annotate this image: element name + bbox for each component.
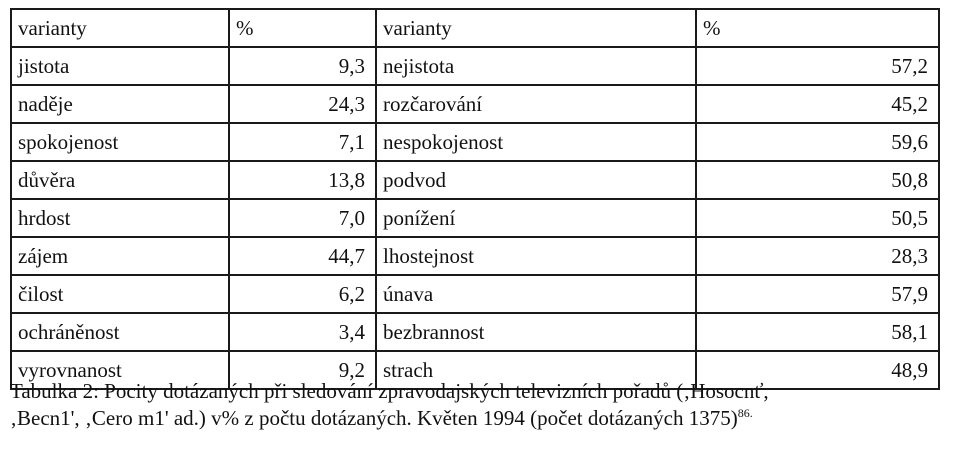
cell-right-name: podvod [375,160,697,200]
feelings-table: varianty % varianty % jistota 9,3 nejist… [10,8,940,390]
cell-right-value: 57,2 [695,46,940,86]
table-row: vyrovnanost 9,2 strach 48,9 [10,350,940,390]
table-caption: Tabulka 2: Pocity dotázaných při sledová… [10,378,950,432]
caption-line-1: Tabulka 2: Pocity dotázaných při sledová… [10,379,769,403]
cell-right-value: 59,6 [695,122,940,162]
cell-left-value: 7,0 [228,198,377,238]
cell-right-name: rozčarování [375,84,697,124]
header-left-name: varianty [10,8,230,48]
cell-left-value: 7,1 [228,122,377,162]
cell-right-name: únava [375,274,697,314]
cell-left-value: 9,3 [228,46,377,86]
cell-left-name: naděje [10,84,230,124]
footnote-marker: 86. [737,406,753,420]
cell-right-value: 50,8 [695,160,940,200]
cell-left-name: ochráněnost [10,312,230,352]
cell-right-name: strach [375,350,697,390]
caption-line-2-text: ‚Becn1', ‚Cero m1' ad.) v% z počtu dotáz… [10,406,738,430]
header-right-name: varianty [375,8,697,48]
cell-right-value: 45,2 [695,84,940,124]
table-row: čilost 6,2 únava 57,9 [10,274,940,314]
cell-left-value: 24,3 [228,84,377,124]
table-row: důvěra 13,8 podvod 50,8 [10,160,940,200]
cell-right-value: 50,5 [695,198,940,238]
cell-left-value: 44,7 [228,236,377,276]
table-row: naděje 24,3 rozčarování 45,2 [10,84,940,124]
header-left-value: % [228,8,377,48]
cell-left-value: 3,4 [228,312,377,352]
cell-right-value: 57,9 [695,274,940,314]
cell-left-name: spokojenost [10,122,230,162]
cell-left-value: 9,2 [228,350,377,390]
cell-left-value: 13,8 [228,160,377,200]
cell-right-value: 48,9 [695,350,940,390]
cell-left-name: jistota [10,46,230,86]
table-header-row: varianty % varianty % [10,8,940,48]
cell-right-value: 58,1 [695,312,940,352]
header-right-value: % [695,8,940,48]
cell-left-name: hrdost [10,198,230,238]
cell-right-name: ponížení [375,198,697,238]
caption-line-2: ‚Becn1', ‚Cero m1' ad.) v% z počtu dotáz… [10,405,950,432]
table-container: varianty % varianty % jistota 9,3 nejist… [10,8,940,390]
cell-left-name: čilost [10,274,230,314]
cell-right-name: lhostejnost [375,236,697,276]
table-row: spokojenost 7,1 nespokojenost 59,6 [10,122,940,162]
cell-right-name: bezbrannost [375,312,697,352]
cell-left-name: vyrovnanost [10,350,230,390]
table-row: hrdost 7,0 ponížení 50,5 [10,198,940,238]
cell-right-name: nespokojenost [375,122,697,162]
table-row: jistota 9,3 nejistota 57,2 [10,46,940,86]
cell-right-value: 28,3 [695,236,940,276]
table-row: zájem 44,7 lhostejnost 28,3 [10,236,940,276]
cell-left-value: 6,2 [228,274,377,314]
cell-left-name: zájem [10,236,230,276]
cell-right-name: nejistota [375,46,697,86]
table-row: ochráněnost 3,4 bezbrannost 58,1 [10,312,940,352]
cell-left-name: důvěra [10,160,230,200]
